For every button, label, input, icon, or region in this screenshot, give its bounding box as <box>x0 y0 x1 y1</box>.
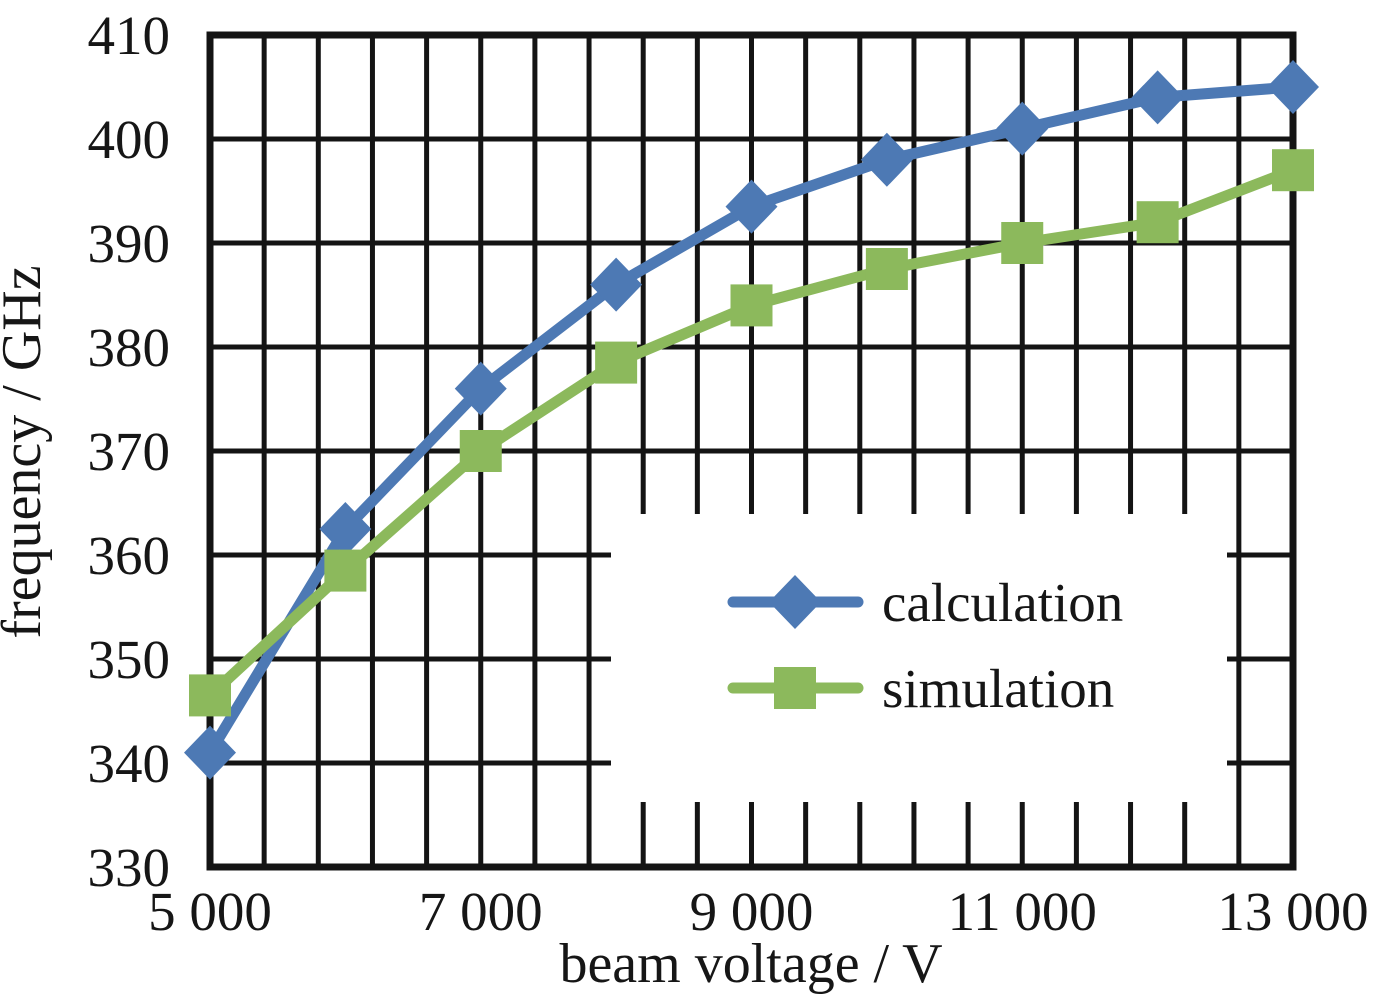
simulation-marker <box>1136 201 1179 244</box>
y-axis-tick-labels: 330 340 350 360 370 380 390 400 410 <box>88 5 171 898</box>
simulation-marker <box>1001 222 1044 264</box>
calculation-marker <box>860 132 913 187</box>
simulation-legend-marker <box>774 667 816 709</box>
calculation-marker <box>454 361 507 416</box>
data-series <box>184 60 1319 780</box>
calculation-marker <box>590 257 643 312</box>
calculation-marker <box>1131 70 1184 125</box>
y-axis-title: frequency / GHz <box>0 265 53 638</box>
x-tick-label: 5 000 <box>148 881 272 942</box>
y-tick-label: 340 <box>88 733 171 794</box>
y-tick-label: 410 <box>88 5 171 66</box>
simulation-marker <box>730 284 773 327</box>
x-tick-label: 13 000 <box>1217 881 1368 942</box>
y-tick-label: 370 <box>88 421 171 482</box>
y-tick-label: 400 <box>88 109 171 170</box>
simulation-marker <box>595 341 638 384</box>
y-tick-label: 360 <box>88 525 171 586</box>
calculation-marker <box>319 502 372 556</box>
legend-label: simulation <box>882 658 1114 719</box>
y-tick-label: 390 <box>88 213 171 274</box>
x-tick-label: 11 000 <box>948 881 1097 942</box>
plot-border <box>206 31 1297 871</box>
simulation-marker <box>1272 149 1314 192</box>
y-tick-label: 380 <box>88 317 171 378</box>
simulation-marker <box>189 674 231 717</box>
calculation-marker <box>725 179 778 234</box>
legend-item-calculation: calculation <box>727 572 1123 633</box>
calculation-marker <box>184 725 236 780</box>
simulation-marker <box>324 549 367 592</box>
y-tick-label: 330 <box>88 837 171 898</box>
legend-label: calculation <box>882 572 1123 633</box>
x-axis-tick-labels: 5 000 7 000 9 000 11 000 13 000 <box>148 881 1369 942</box>
legend-background <box>611 514 1227 802</box>
x-tick-label: 9 000 <box>690 881 814 942</box>
simulation-marker <box>459 430 502 472</box>
legend-item-simulation: simulation <box>727 658 1114 719</box>
calculation-legend-marker <box>769 575 821 629</box>
legend: calculation simulation <box>727 572 1123 719</box>
x-tick-label: 7 000 <box>419 881 543 942</box>
calculation-marker <box>996 101 1049 156</box>
simulation-marker <box>865 248 908 290</box>
y-tick-label: 350 <box>88 629 171 690</box>
x-axis-title: beam voltage / V <box>559 933 942 995</box>
calculation-marker <box>1267 60 1319 114</box>
